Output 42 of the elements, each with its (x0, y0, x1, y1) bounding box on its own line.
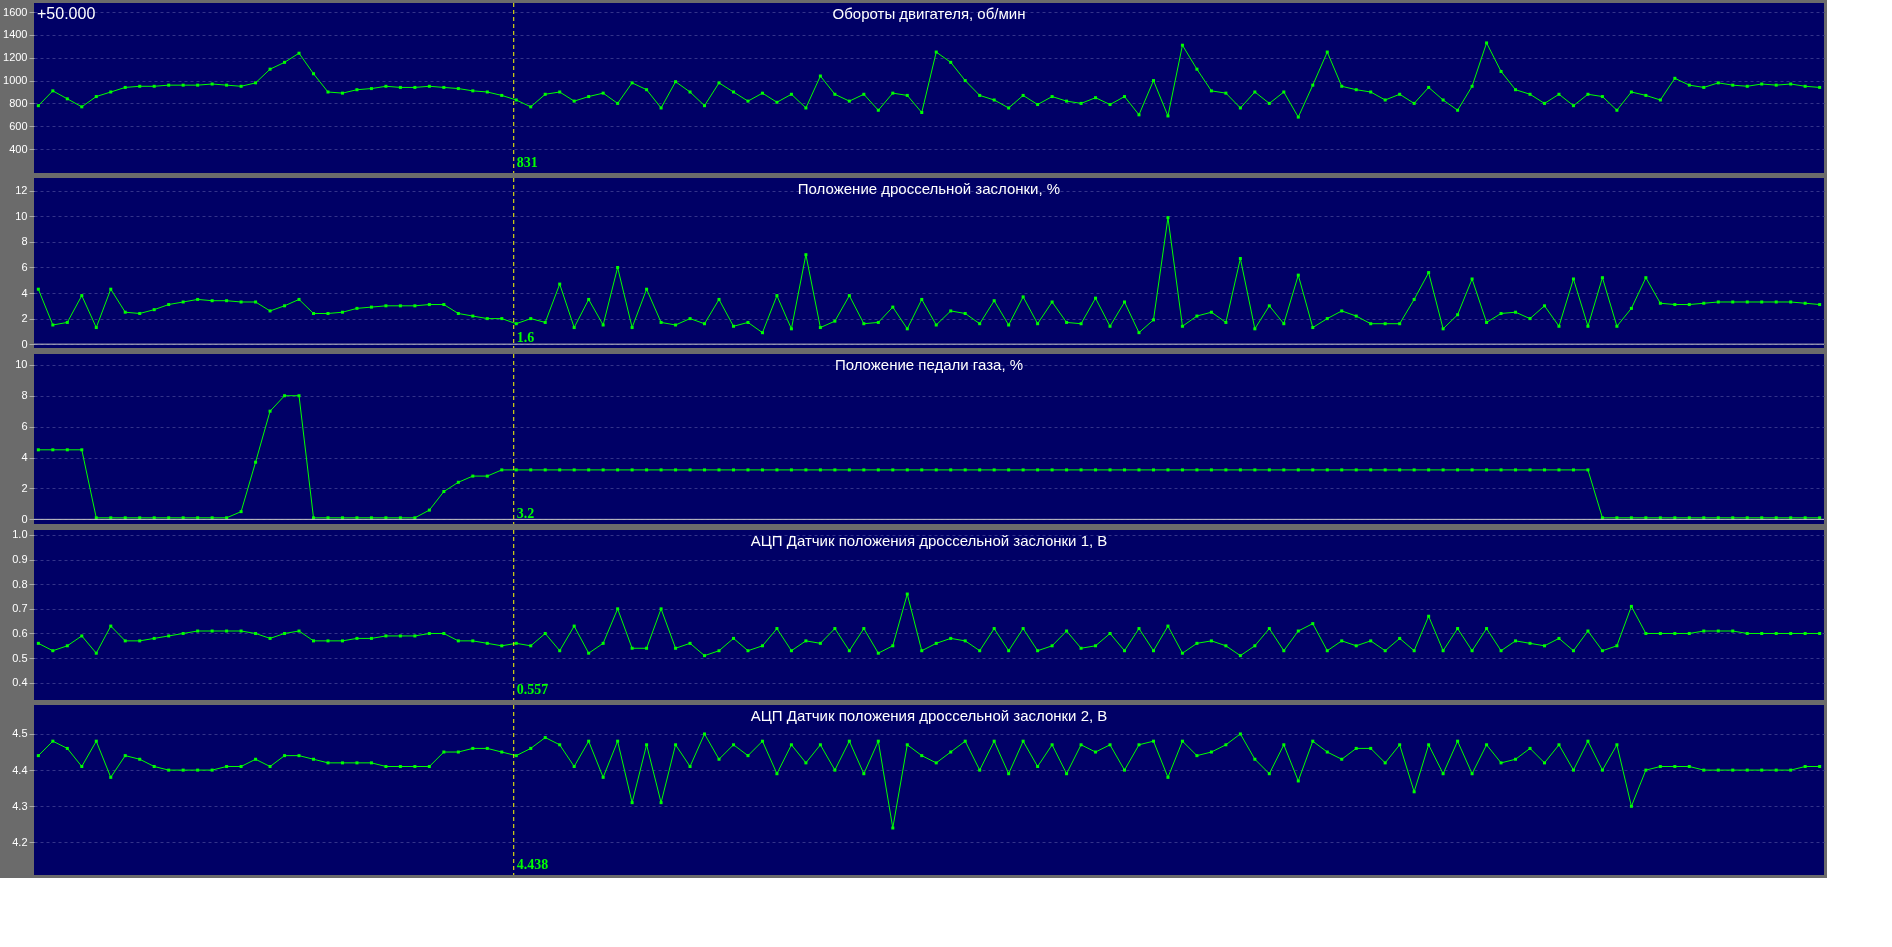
annotation: +50.000 (37, 5, 96, 22)
y-tick-label: 10 (15, 209, 28, 222)
y-tick-label: 2 (21, 312, 28, 325)
y-tick-label: 0 (21, 337, 28, 350)
y-tick-label: 8 (21, 235, 28, 248)
annotation: 1.6 (516, 330, 535, 345)
y-tick-label: 6 (21, 420, 28, 433)
chart-title: Положение дроссельной заслонки, % (797, 180, 1061, 197)
y-tick-label: 0.4 (12, 676, 28, 689)
y-tick-label: 1400 (3, 28, 28, 41)
chart-title: АЦП Датчик положения дроссельной заслонки 1, В (750, 532, 1108, 549)
y-tick-label: 12 (15, 184, 28, 197)
y-tick-label: 600 (9, 119, 28, 132)
y-tick-label: 6 (21, 260, 28, 273)
y-tick-label: 0.6 (12, 626, 28, 639)
y-tick-label: 4 (21, 451, 28, 464)
y-tick-label: 4.2 (12, 835, 28, 848)
y-tick-label: 4.3 (12, 799, 28, 812)
annotation: 831 (516, 155, 538, 170)
y-tick-label: 8 (21, 389, 28, 402)
y-tick-label: 4.5 (12, 727, 28, 740)
annotation: 0.557 (516, 682, 549, 697)
y-tick-label: 1.0 (12, 528, 28, 541)
annotation: 3.2 (516, 506, 535, 521)
y-tick-label: 4 (21, 286, 28, 299)
y-tick-label: 1200 (3, 51, 28, 64)
y-tick-label: 1000 (3, 74, 28, 87)
y-tick-label: 0.5 (12, 651, 28, 664)
y-tick-label: 0 (21, 512, 28, 525)
y-tick-label: 800 (9, 96, 28, 109)
annotation: 4.438 (516, 857, 549, 872)
y-tick-label: 1600 (3, 5, 28, 18)
y-tick-label: 0.8 (12, 577, 28, 590)
chart-title: Обороты двигателя, об/мин (832, 5, 1026, 22)
chart-title: Положение педали газа, % (834, 356, 1024, 373)
y-tick-label: 2 (21, 481, 28, 494)
y-tick-label: 0.9 (12, 553, 28, 566)
chart-title: АЦП Датчик положения дроссельной заслонки 2, В (750, 707, 1108, 724)
y-tick-label: 400 (9, 142, 28, 155)
y-tick-label: 0.7 (12, 602, 28, 615)
y-tick-label: 4.4 (12, 763, 28, 776)
y-tick-label: 10 (15, 358, 28, 371)
